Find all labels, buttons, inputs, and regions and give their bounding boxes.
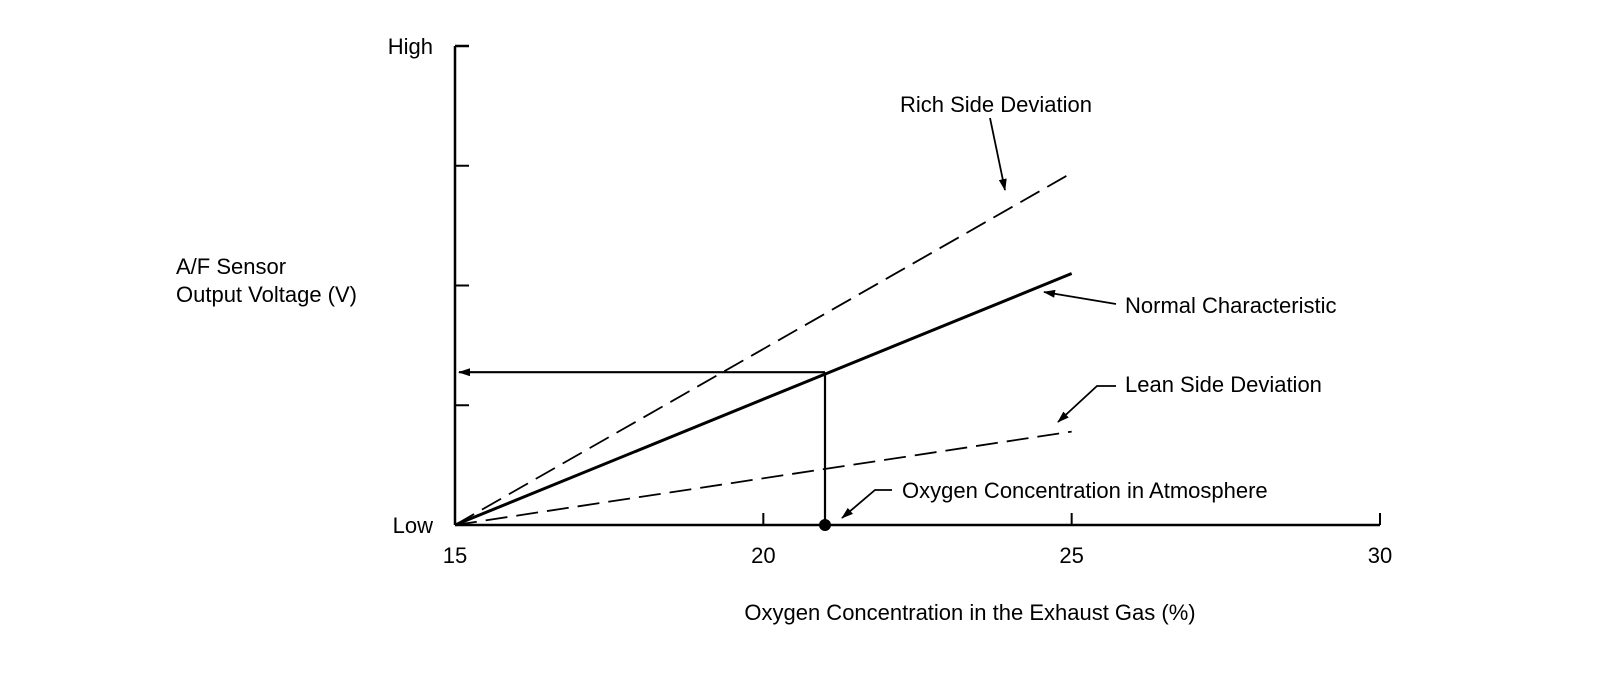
lean-deviation-leader xyxy=(1057,385,1116,423)
x-tick-label: 20 xyxy=(751,543,775,568)
axes: Low High 15 20 25 30 Oxygen Concentration in t… xyxy=(176,34,1392,625)
y-axis-label: Output Voltage (V) xyxy=(176,282,357,307)
series-line-rich-side-deviation xyxy=(454,172,1073,526)
x-tick-label: 30 xyxy=(1368,543,1392,568)
labels-group: Rich Side Deviation Normal Characteristic… xyxy=(841,92,1337,519)
rich-deviation-label: Rich Side Deviation xyxy=(900,92,1092,117)
x-axis-label: Oxygen Concentration in the Exhaust Gas … xyxy=(744,600,1195,625)
y-tick-label: Low xyxy=(393,513,433,538)
series-group xyxy=(454,172,1073,527)
series-line-normal-characteristic xyxy=(454,272,1073,527)
rich-deviation-leader xyxy=(989,117,1007,191)
normal-characteristic-label: Normal Characteristic xyxy=(1125,293,1337,318)
y-axis-label: A/F Sensor xyxy=(176,254,286,279)
x-tick-label: 15 xyxy=(443,543,467,568)
normal-characteristic-leader xyxy=(1043,289,1117,305)
reference-group xyxy=(458,368,831,531)
atmosphere-leader xyxy=(841,489,892,519)
x-tick-label: 25 xyxy=(1059,543,1083,568)
y-tick-label: High xyxy=(388,34,433,59)
reference-point-marker xyxy=(819,519,831,531)
lean-deviation-label: Lean Side Deviation xyxy=(1125,372,1322,397)
series-line-lean-side-deviation xyxy=(454,430,1072,526)
atmosphere-label: Oxygen Concentration in Atmosphere xyxy=(902,478,1268,503)
